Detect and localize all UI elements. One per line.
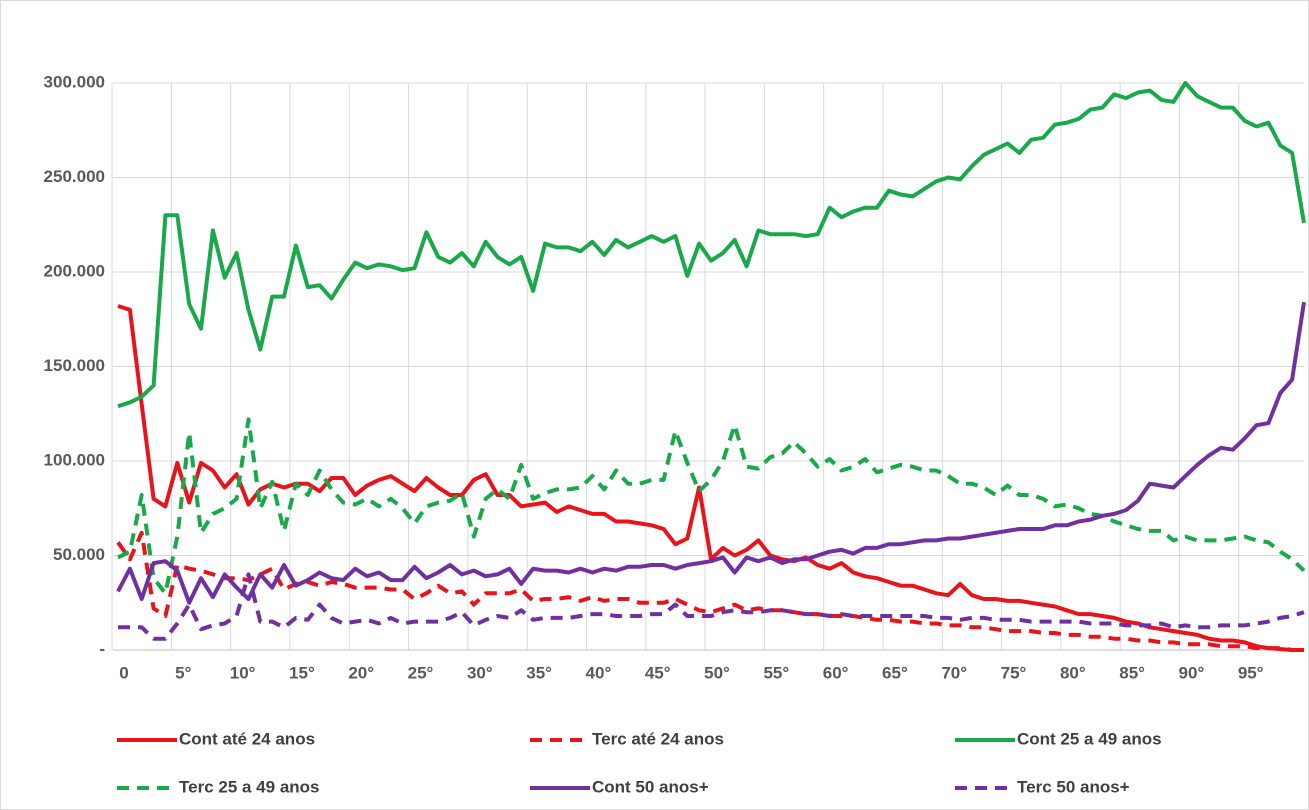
series-line	[116, 530, 1304, 652]
y-tick-label: 50.000	[53, 545, 105, 564]
x-tick-label: 95°	[1238, 663, 1264, 682]
legend-label: Terc 25 a 49 anos	[179, 777, 320, 796]
x-tick-label: 45°	[645, 663, 671, 682]
x-tick-label: 30°	[467, 663, 493, 682]
series-line	[118, 572, 1305, 641]
x-tick-label: 55°	[763, 663, 789, 682]
x-tick-label: 90°	[1179, 663, 1205, 682]
y-tick-label: 250.000	[44, 167, 105, 186]
x-tick-label: 40°	[586, 663, 612, 682]
x-tick-label: 15°	[289, 663, 315, 682]
x-tick-label: 85°	[1119, 663, 1145, 682]
series-line	[117, 417, 1306, 596]
x-tick-label: 0	[119, 663, 128, 682]
x-tick-label: 50°	[704, 663, 730, 682]
x-tick-label: 20°	[348, 663, 374, 682]
legend-label: Terc até 24 anos	[592, 729, 724, 748]
legend-label: Cont 50 anos+	[592, 777, 709, 796]
legend-label: Cont até 24 anos	[179, 729, 315, 748]
x-tick-label: 35°	[526, 663, 552, 682]
x-tick-label: 25°	[408, 663, 434, 682]
x-tick-label: 75°	[1001, 663, 1027, 682]
y-tick-label: 100.000	[44, 450, 105, 469]
x-tick-label: 80°	[1060, 663, 1086, 682]
x-tick-label: 70°	[941, 663, 967, 682]
x-tick-label: 60°	[823, 663, 849, 682]
series-line	[117, 81, 1306, 409]
y-tick-label: 150.000	[44, 356, 105, 375]
x-tick-label: 65°	[882, 663, 908, 682]
legend-label: Cont 25 a 49 anos	[1017, 729, 1162, 748]
y-tick-label: -	[99, 639, 105, 658]
x-tick-label: 10°	[230, 663, 256, 682]
y-tick-label: 200.000	[44, 261, 105, 280]
legend: Cont até 24 anos Terc até 24 anos Cont 25 …	[117, 729, 1162, 796]
series-line	[116, 301, 1306, 605]
y-tick-label: 300.000	[44, 72, 105, 91]
legend-label: Terc 50 anos+	[1017, 777, 1130, 796]
x-tick-label: 5°	[175, 663, 191, 682]
